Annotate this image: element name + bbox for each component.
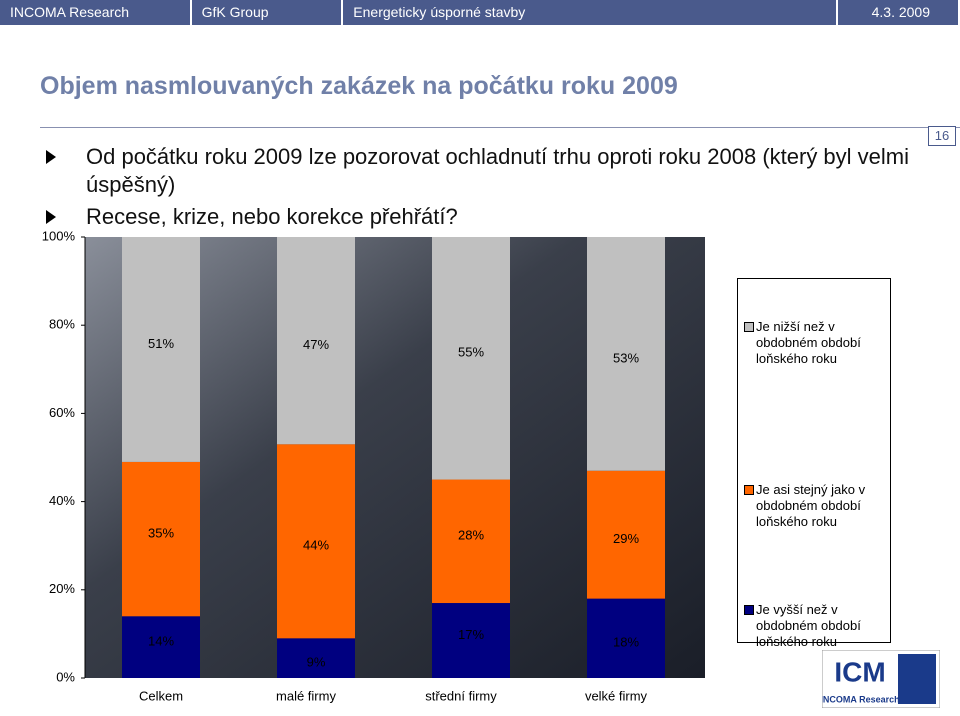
- y-tick-label: 20%: [49, 581, 75, 596]
- legend-label: Je vyšší než v obdobném období loňského …: [756, 602, 861, 649]
- bar-segment: [432, 479, 510, 604]
- data-label: 18%: [613, 635, 639, 650]
- data-label: 47%: [303, 337, 329, 352]
- data-label: 35%: [148, 526, 174, 541]
- bar-segment: [432, 603, 510, 678]
- y-tick-label: 80%: [49, 317, 75, 332]
- logo: ICM INCOMA Research: [822, 650, 940, 708]
- legend-label: Je nižší než v obdobném období loňského …: [756, 319, 861, 366]
- header-item: Energeticky úsporné stavby: [343, 0, 837, 25]
- title-rule: [40, 127, 960, 128]
- y-tick-label: 40%: [49, 493, 75, 508]
- legend-swatch: [744, 322, 754, 332]
- header-bar: INCOMA Research GfK Group Energeticky ús…: [0, 0, 960, 25]
- bar-segment: [432, 237, 510, 480]
- x-tick-label: Celkem: [139, 688, 183, 703]
- data-label: 51%: [148, 336, 174, 351]
- bar-segment: [122, 616, 200, 678]
- bar-segment: [587, 237, 665, 471]
- data-label: 28%: [458, 528, 484, 543]
- bar-segment: [587, 470, 665, 599]
- bar-segment: [587, 598, 665, 678]
- bar-segment: [277, 638, 355, 678]
- data-label: 53%: [613, 350, 639, 365]
- page-number: 16: [928, 126, 956, 146]
- header-item: GfK Group: [191, 0, 342, 25]
- y-tick-label: 0%: [56, 669, 75, 684]
- bar-segment: [122, 461, 200, 617]
- legend: Je vyšší než v obdobném období loňského …: [737, 278, 891, 649]
- logo-name: INCOMA Research: [822, 694, 900, 704]
- legend-entry: Je vyšší než v obdobném období loňského …: [744, 602, 882, 650]
- data-label: 14%: [148, 634, 174, 649]
- logo-block: [898, 654, 936, 704]
- header-item: INCOMA Research: [0, 0, 190, 25]
- header-item: 4.3. 2009: [838, 0, 958, 25]
- bar-segment: [277, 237, 355, 445]
- legend-swatch: [744, 605, 754, 615]
- bar-segment: [122, 237, 200, 462]
- data-label: 55%: [458, 345, 484, 360]
- bar-segment: [277, 444, 355, 639]
- data-label: 17%: [458, 627, 484, 642]
- x-tick-label: malé firmy: [276, 688, 336, 703]
- x-tick-label: velké firmy: [585, 688, 648, 703]
- data-label: 44%: [303, 538, 329, 553]
- legend-entry: Je nižší než v obdobném období loňského …: [744, 319, 882, 367]
- legend-swatch: [744, 485, 754, 495]
- slide-title: Objem nasmlouvaných zakázek na počátku r…: [40, 72, 678, 100]
- logo-mark: ICM: [834, 656, 885, 687]
- legend-entry: Je asi stejný jako v obdobném období loň…: [744, 482, 882, 530]
- bullet: Recese, krize, nebo korekce přehřátí?: [46, 203, 946, 231]
- y-tick-label: 100%: [42, 228, 76, 243]
- bullet: Od počátku roku 2009 lze pozorovat ochla…: [46, 143, 946, 199]
- x-tick-label: střední firmy: [425, 688, 497, 703]
- legend-label: Je asi stejný jako v obdobném období loň…: [756, 482, 866, 529]
- y-tick-label: 60%: [49, 405, 75, 420]
- data-label: 9%: [307, 655, 326, 670]
- data-label: 29%: [613, 531, 639, 546]
